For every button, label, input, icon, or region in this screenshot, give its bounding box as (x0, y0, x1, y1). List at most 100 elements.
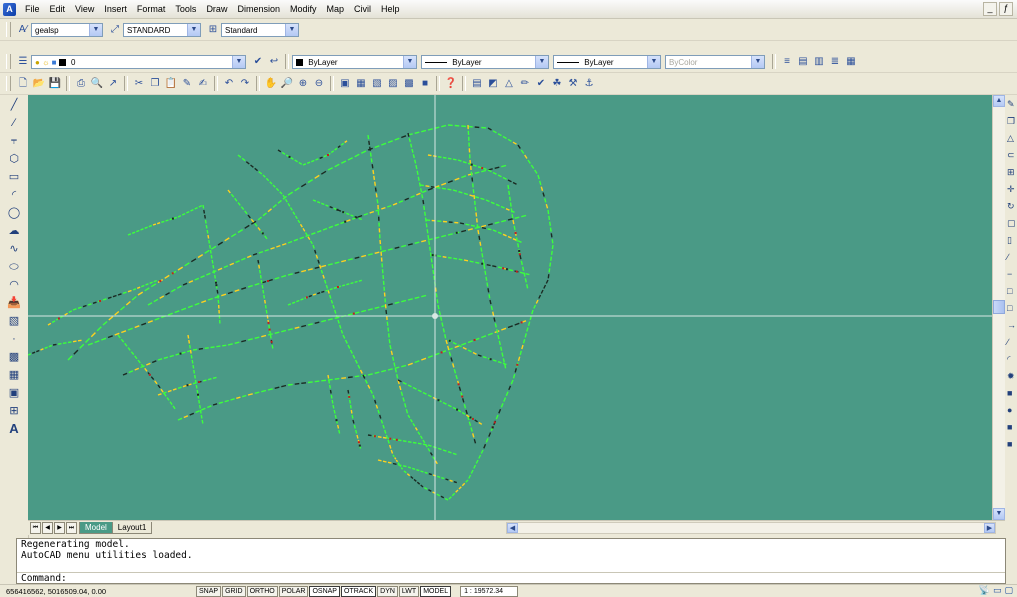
text-style-icon[interactable]: A⁄ (16, 23, 30, 37)
menu-tools[interactable]: Tools (170, 4, 201, 14)
region-icon[interactable]: ▣ (6, 385, 22, 401)
map-tool-5-icon[interactable]: ✔ (534, 77, 548, 91)
lineweight-select[interactable]: ByLayer ▼ (553, 55, 661, 69)
communication-center-icon[interactable]: 📡 (979, 585, 990, 596)
menu-format[interactable]: Format (132, 4, 171, 14)
ortho-toggle[interactable]: ORTHO (247, 586, 278, 597)
menu-view[interactable]: View (70, 4, 99, 14)
toolbar-grip[interactable] (6, 76, 11, 91)
grid-toggle[interactable]: GRID (222, 586, 246, 597)
tool-palettes-icon[interactable]: ▧ (370, 77, 384, 91)
horizontal-scrollbar[interactable]: ◀ ▶ (506, 522, 996, 534)
block-edit-icon[interactable]: ▦ (844, 55, 858, 69)
drawing-canvas[interactable] (28, 95, 992, 520)
clean-screen-icon[interactable]: ▢ (1004, 585, 1013, 596)
model-toggle[interactable]: MODEL (420, 586, 451, 597)
coordinate-readout[interactable]: 656416562, 5016509.04, 0.00 (0, 587, 196, 596)
snap-tool-3-icon[interactable]: ■ (1007, 420, 1017, 434)
chevron-down-icon[interactable]: ▼ (751, 56, 764, 68)
polygon-icon[interactable]: ⬡ (6, 151, 22, 167)
line-icon[interactable]: ╱ (6, 97, 22, 113)
construction-line-icon[interactable]: ∕ (6, 115, 22, 131)
toolbar-lock-icon[interactable]: ▭ (993, 585, 1002, 596)
rectangle-icon[interactable]: ▭ (6, 169, 22, 185)
break-icon[interactable]: □ (1007, 284, 1017, 298)
properties-icon[interactable]: ▣ (338, 77, 352, 91)
menu-draw[interactable]: Draw (201, 4, 232, 14)
map-tool-1-icon[interactable]: ▤ (470, 77, 484, 91)
map-tool-3-icon[interactable]: △ (502, 77, 516, 91)
explode-2-icon[interactable]: ✹ (1007, 369, 1017, 383)
save-icon[interactable]: 💾 (48, 77, 62, 91)
redo-icon[interactable]: ↷ (238, 77, 252, 91)
dim-style-select[interactable]: STANDARD ▼ (123, 23, 201, 37)
toolbar-grip[interactable] (6, 22, 11, 37)
autocad-app-icon[interactable]: A (3, 3, 16, 16)
color-select[interactable]: ByLayer ▼ (292, 55, 417, 69)
polyline-icon[interactable]: ⫧ (6, 133, 22, 149)
block-editor-icon[interactable]: ✍ (196, 77, 210, 91)
scroll-thumb[interactable] (993, 300, 1005, 314)
join-icon[interactable]: □ (1007, 301, 1017, 315)
layer-manager-icon[interactable]: ☰ (16, 55, 30, 69)
point-icon[interactable]: · (6, 331, 22, 347)
arc-icon[interactable]: ◜ (6, 187, 22, 203)
dyn-toggle[interactable]: DYN (377, 586, 398, 597)
explode-icon[interactable]: ◜ (1007, 352, 1017, 366)
previous-tab-button[interactable]: ◀ (42, 522, 53, 534)
first-tab-button[interactable]: ⏮ (30, 522, 41, 534)
last-tab-button[interactable]: ⏭ (66, 522, 77, 534)
snap-tool-4-icon[interactable]: ■ (1007, 437, 1017, 451)
offset-icon[interactable]: ⊂ (1007, 148, 1017, 162)
layer-select[interactable]: ● ☼ ■ 0 ▼ (31, 55, 246, 69)
snap-tool-2-icon[interactable]: ● (1007, 403, 1017, 417)
gradient-icon[interactable]: ▦ (6, 367, 22, 383)
multiline-text-icon[interactable]: A (6, 421, 22, 437)
rotate-icon[interactable]: ↻ (1007, 199, 1017, 213)
restore-button[interactable]: ƒ (999, 2, 1013, 16)
map-tool-2-icon[interactable]: ◩ (486, 77, 500, 91)
annotation-scale[interactable]: 1 : 19572.34 (460, 586, 518, 597)
linetype-select[interactable]: ByLayer ▼ (421, 55, 549, 69)
snap-tool-icon[interactable]: ■ (1007, 386, 1017, 400)
table-icon[interactable]: ⊞ (6, 403, 22, 419)
scroll-left-button[interactable]: ◀ (507, 523, 518, 533)
pan-icon[interactable]: ✋ (264, 77, 278, 91)
tab-model[interactable]: Model (79, 522, 113, 534)
scroll-down-button[interactable]: ▼ (993, 508, 1005, 520)
chamfer-icon[interactable]: → (1007, 318, 1017, 332)
match-properties-icon[interactable]: ✎ (180, 77, 194, 91)
chevron-down-icon[interactable]: ▼ (647, 56, 660, 68)
polar-toggle[interactable]: POLAR (279, 586, 309, 597)
chevron-down-icon[interactable]: ▼ (535, 56, 548, 68)
undo-icon[interactable]: ↶ (222, 77, 236, 91)
revision-cloud-icon[interactable]: ☁ (6, 223, 22, 239)
chevron-down-icon[interactable]: ▼ (403, 56, 416, 68)
trim-icon[interactable]: ∕ (1007, 250, 1017, 264)
scroll-up-button[interactable]: ▲ (993, 95, 1005, 107)
scale-icon[interactable]: ▢ (1007, 216, 1017, 230)
copy-object-icon[interactable]: ❐ (1007, 114, 1017, 128)
chevron-down-icon[interactable]: ▼ (187, 24, 200, 36)
lwt-toggle[interactable]: LWT (399, 586, 419, 597)
menu-file[interactable]: File (20, 4, 45, 14)
menu-insert[interactable]: Insert (99, 4, 132, 14)
design-center-icon[interactable]: ▦ (354, 77, 368, 91)
table-style-icon[interactable]: ⊞ (206, 23, 220, 37)
plot-preview-icon[interactable]: 🔍 (90, 77, 104, 91)
layer-previous-icon[interactable]: ↩ (267, 55, 281, 69)
chevron-down-icon[interactable]: ▼ (285, 24, 298, 36)
table-style-select[interactable]: Standard ▼ (221, 23, 299, 37)
menu-map[interactable]: Map (322, 4, 350, 14)
array-icon[interactable]: ⊞ (1007, 165, 1017, 179)
map-tool-4-icon[interactable]: ✏ (518, 77, 532, 91)
block-icon[interactable]: ≣ (828, 55, 842, 69)
ellipse-icon[interactable]: ⬭ (6, 259, 22, 275)
menu-civil[interactable]: Civil (349, 4, 376, 14)
menu-help[interactable]: Help (376, 4, 405, 14)
circle-icon[interactable]: ◯ (6, 205, 22, 221)
command-prompt[interactable]: Command: (17, 572, 1005, 583)
plot-icon[interactable]: ⎙ (74, 77, 88, 91)
stack-2-icon[interactable]: ▥ (812, 55, 826, 69)
map-tool-8-icon[interactable]: ⚓ (582, 77, 596, 91)
